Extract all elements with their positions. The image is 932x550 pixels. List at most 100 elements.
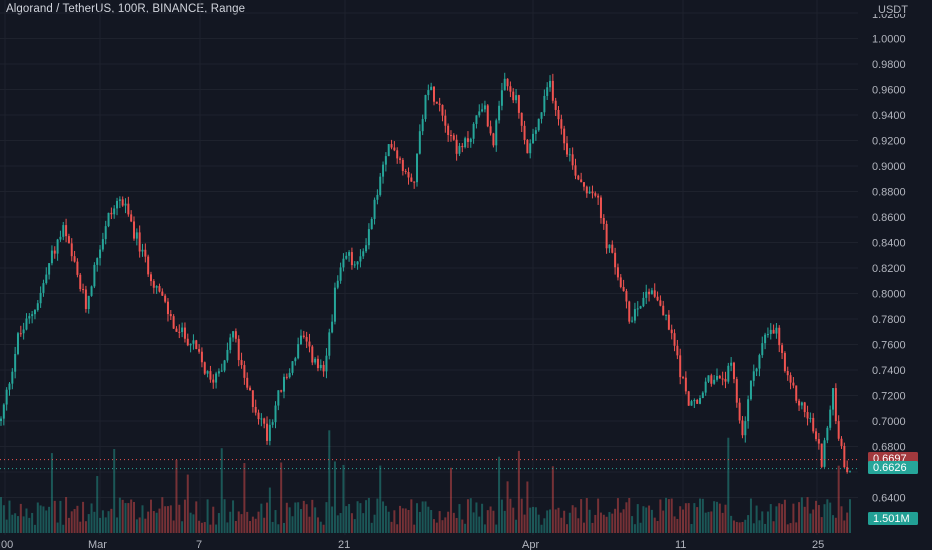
price-label: 0.7800 (872, 314, 906, 326)
candle-body (520, 112, 523, 126)
candle-body (93, 264, 96, 287)
candle-body (240, 360, 243, 366)
price-label: 0.7200 (872, 391, 906, 403)
candle-body (277, 390, 280, 406)
volume-bar (147, 511, 150, 533)
volume-bar (475, 502, 478, 533)
volume-bar (2, 505, 5, 533)
volume-bar (164, 506, 167, 533)
candle-body (718, 375, 721, 379)
volume-bar (183, 499, 186, 533)
volume-bar (566, 524, 568, 533)
volume-bar (175, 459, 178, 533)
volume-bar (107, 511, 110, 533)
candle-body (684, 377, 687, 392)
volume-bar (232, 500, 235, 533)
candle-body (280, 390, 283, 392)
candle-body (667, 314, 670, 330)
candle-body (489, 126, 492, 134)
candle-body (466, 138, 469, 142)
volume-bar (721, 512, 724, 533)
candle-body (582, 182, 585, 187)
volume-bar (11, 514, 14, 533)
candle-body (135, 232, 138, 239)
price-lines (0, 459, 860, 470)
volume-bar (133, 501, 136, 533)
candle-body (781, 345, 784, 354)
volume-bar (481, 503, 484, 533)
volume-bar (39, 505, 42, 533)
candle-body (325, 355, 328, 372)
price-label: 0.8400 (872, 238, 906, 250)
price-label: 0.7400 (872, 365, 906, 377)
volume-bar (367, 497, 370, 533)
time-label: Mar (88, 539, 107, 550)
candle-body (551, 80, 554, 101)
volume-bar (31, 512, 34, 533)
candle-body (76, 261, 79, 275)
candle-body (704, 381, 707, 393)
volume-bar (181, 521, 184, 533)
candle-body (580, 179, 583, 183)
volume-bar (271, 521, 274, 533)
time-label: 25 (812, 539, 824, 550)
candle-body (648, 291, 651, 295)
volume-bar (616, 498, 619, 533)
candle-body (543, 95, 546, 113)
candle-body (738, 402, 741, 421)
volume-bar (135, 519, 138, 533)
candle-body (16, 333, 19, 354)
price-label: 0.8600 (872, 212, 906, 224)
volume-bar (217, 513, 220, 533)
volume-bar (741, 522, 744, 533)
candle-body (104, 226, 107, 240)
time-axis[interactable]: :00 Mar 7 21 Apr 11 25 (0, 535, 932, 550)
volume-bar (362, 513, 365, 533)
volume-bar (79, 521, 82, 533)
volume-bar (373, 514, 376, 533)
volume-bar (806, 497, 809, 533)
volume-bar (215, 524, 218, 533)
volume-bar (461, 519, 464, 533)
volume-bar (48, 506, 51, 533)
volume-bar (735, 521, 738, 533)
volume-bar (399, 505, 402, 533)
volume-bar (254, 518, 257, 533)
volume-bars (0, 430, 851, 533)
candle-body (299, 335, 302, 345)
volume-bar (798, 502, 801, 533)
candle-body (164, 295, 167, 302)
volume-bar (206, 499, 209, 533)
volume-bar (631, 516, 634, 533)
volume-bar (25, 508, 28, 533)
candle-body (127, 203, 130, 215)
candle-body (506, 78, 509, 87)
candle-body (730, 362, 733, 366)
volume-bar (684, 503, 687, 533)
volume-bar (837, 465, 840, 533)
price-axis[interactable]: USDT 1.0200 1.00000.98000.96000.94000.92… (860, 0, 932, 535)
volume-bar (687, 503, 690, 533)
volume-bar (127, 503, 130, 533)
candle-body (464, 138, 467, 148)
candle-body (639, 306, 642, 309)
chart-title: Algorand / TetherUS, 100R, BINANCE, Rang… (6, 3, 246, 15)
volume-bar (532, 506, 535, 533)
candle-body (50, 250, 53, 264)
volume-bar (93, 511, 96, 533)
candle-body (195, 340, 198, 350)
volume-bar (116, 517, 119, 533)
candle-body (772, 329, 775, 334)
volume-bar (769, 504, 772, 533)
volume-bar (53, 500, 56, 533)
volume-bar (257, 511, 260, 533)
candle-body (727, 365, 730, 382)
candle-body (795, 385, 798, 401)
candle-body (540, 112, 543, 119)
candle-body (339, 267, 342, 281)
volume-bar (690, 523, 693, 533)
candle-body (399, 158, 402, 160)
volume-bar (424, 501, 427, 533)
volume-bar (673, 516, 676, 533)
